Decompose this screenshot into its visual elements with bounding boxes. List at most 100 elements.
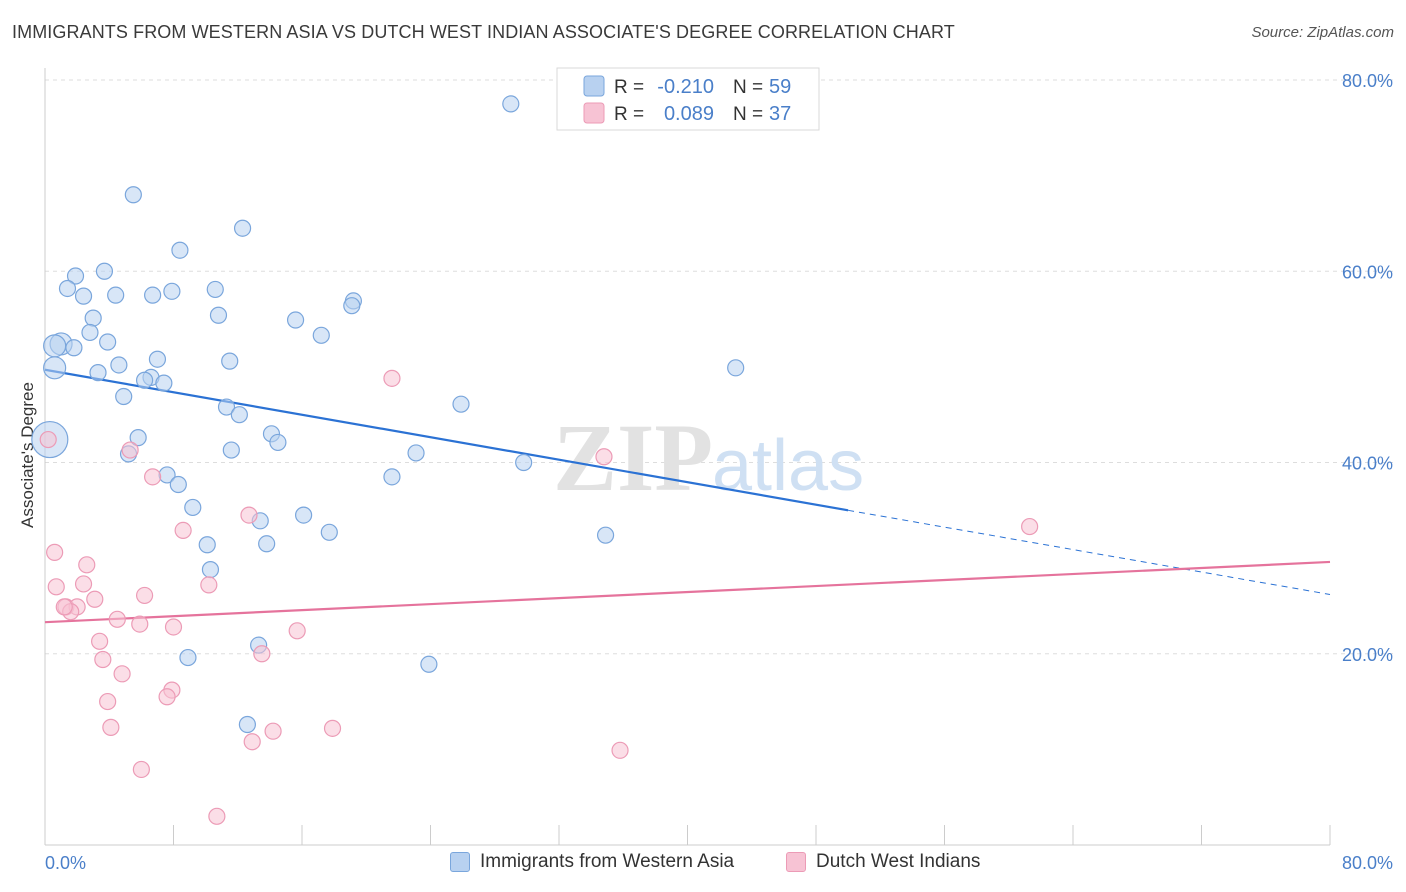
x-tick-label: 80.0%: [1342, 853, 1393, 873]
legend-swatch-blue: [450, 852, 470, 872]
data-point-western-asia: [171, 241, 189, 259]
data-point-dutch-west-indians: [383, 369, 401, 387]
trend-line: [44, 560, 1331, 624]
data-point-western-asia: [89, 364, 107, 382]
data-point-western-asia: [135, 371, 154, 389]
y-tick-label: 40.0%: [1342, 454, 1393, 474]
data-point-dutch-west-indians: [78, 556, 96, 574]
data-point-western-asia: [206, 280, 224, 299]
x-tick-label: 0.0%: [45, 853, 86, 873]
legend-label-dutch-west-indians: Dutch West Indians: [816, 851, 981, 872]
data-point-western-asia: [383, 468, 401, 486]
data-point-western-asia: [230, 406, 248, 424]
data-point-dutch-west-indians: [164, 618, 183, 636]
trend-layer: [44, 368, 1331, 624]
data-point-western-asia: [81, 323, 99, 342]
data-point-western-asia: [209, 306, 228, 324]
chart-source: Source: ZipAtlas.com: [1251, 24, 1394, 41]
data-point-western-asia: [155, 374, 173, 392]
data-point-dutch-west-indians: [323, 719, 342, 737]
y-axis-label: Associate's Degree: [18, 382, 37, 528]
data-point-western-asia: [198, 536, 216, 554]
data-point-western-asia: [74, 287, 93, 305]
legend-layer: R = -0.210 N = 59 R = 0.089 N = 37: [556, 67, 820, 131]
data-point-dutch-west-indians: [200, 576, 218, 594]
data-point-western-asia: [222, 441, 240, 459]
chart-title: IMMIGRANTS FROM WESTERN ASIA VS DUTCH WE…: [12, 22, 955, 42]
data-point-western-asia: [312, 326, 330, 344]
data-point-western-asia: [502, 95, 520, 113]
data-point-western-asia: [596, 526, 615, 544]
data-point-dutch-west-indians: [174, 521, 192, 539]
data-point-dutch-west-indians: [595, 448, 613, 466]
data-point-dutch-west-indians: [253, 645, 271, 663]
trend-line-dashed: [848, 509, 1331, 595]
data-point-western-asia: [258, 535, 276, 553]
data-point-western-asia: [124, 186, 142, 204]
data-point-western-asia: [320, 523, 338, 541]
y-tick-label: 60.0%: [1342, 262, 1393, 282]
data-point-western-asia: [286, 311, 305, 329]
watermark-atlas: atlas: [712, 426, 864, 506]
data-point-western-asia: [43, 334, 67, 358]
data-point-western-asia: [238, 715, 256, 734]
data-point-western-asia: [727, 359, 745, 377]
legend-label-western-asia: Immigrants from Western Asia: [480, 851, 735, 872]
data-point-dutch-west-indians: [108, 610, 126, 628]
legend-r-label: R =: [614, 104, 644, 125]
data-point-western-asia: [107, 286, 125, 304]
data-point-dutch-west-indians: [288, 622, 306, 640]
data-point-western-asia: [295, 506, 313, 524]
data-point-western-asia: [144, 286, 162, 304]
data-point-dutch-west-indians: [91, 632, 109, 650]
legend-n-label: N =: [733, 104, 763, 125]
data-point-western-asia: [420, 655, 438, 673]
points-layer: [31, 95, 1039, 825]
data-point-western-asia: [233, 219, 252, 237]
data-point-western-asia: [184, 498, 202, 517]
legend-swatch-pink: [786, 852, 806, 872]
data-point-western-asia: [58, 279, 77, 298]
data-point-dutch-west-indians: [121, 441, 139, 459]
y-tick-label: 20.0%: [1342, 645, 1393, 665]
legend-n-label: N =: [733, 77, 763, 98]
data-point-dutch-west-indians: [55, 598, 73, 616]
data-point-dutch-west-indians: [99, 692, 117, 711]
legend-item-dutch-west-indians[interactable]: Dutch West Indians: [786, 851, 980, 873]
data-point-dutch-west-indians: [132, 760, 150, 779]
data-point-western-asia: [201, 560, 220, 579]
data-point-western-asia: [95, 262, 114, 280]
data-point-dutch-west-indians: [144, 468, 162, 486]
data-point-dutch-west-indians: [240, 506, 258, 524]
data-point-western-asia: [452, 395, 470, 413]
data-point-western-asia: [269, 433, 287, 452]
data-point-dutch-west-indians: [47, 578, 65, 596]
data-point-dutch-west-indians: [113, 665, 131, 683]
watermark-zip: ZIP: [553, 404, 713, 511]
data-point-dutch-west-indians: [208, 807, 226, 825]
data-point-dutch-west-indians: [131, 615, 149, 633]
data-point-western-asia: [169, 475, 187, 494]
data-point-western-asia: [148, 350, 167, 368]
data-point-western-asia: [179, 648, 197, 667]
data-point-dutch-west-indians: [86, 590, 104, 608]
data-point-dutch-west-indians: [1021, 517, 1039, 536]
data-point-dutch-west-indians: [264, 722, 282, 740]
data-point-dutch-west-indians: [74, 575, 93, 593]
data-point-western-asia: [84, 309, 102, 327]
data-point-western-asia: [221, 352, 239, 370]
legend-n-value: 59: [769, 76, 791, 98]
data-point-dutch-west-indians: [135, 586, 154, 605]
legend-item-western-asia[interactable]: Immigrants from Western Asia: [450, 851, 734, 873]
data-point-western-asia: [115, 387, 133, 406]
data-point-dutch-west-indians: [39, 430, 57, 449]
data-point-western-asia: [43, 356, 67, 380]
data-point-western-asia: [66, 267, 85, 285]
data-point-dutch-west-indians: [243, 733, 261, 751]
legend-r-label: R =: [614, 77, 644, 98]
data-point-western-asia: [163, 282, 181, 300]
data-point-western-asia: [407, 444, 425, 462]
bottom-legend: Immigrants from Western Asia Dutch West …: [0, 851, 1406, 879]
data-point-dutch-west-indians: [102, 718, 120, 736]
